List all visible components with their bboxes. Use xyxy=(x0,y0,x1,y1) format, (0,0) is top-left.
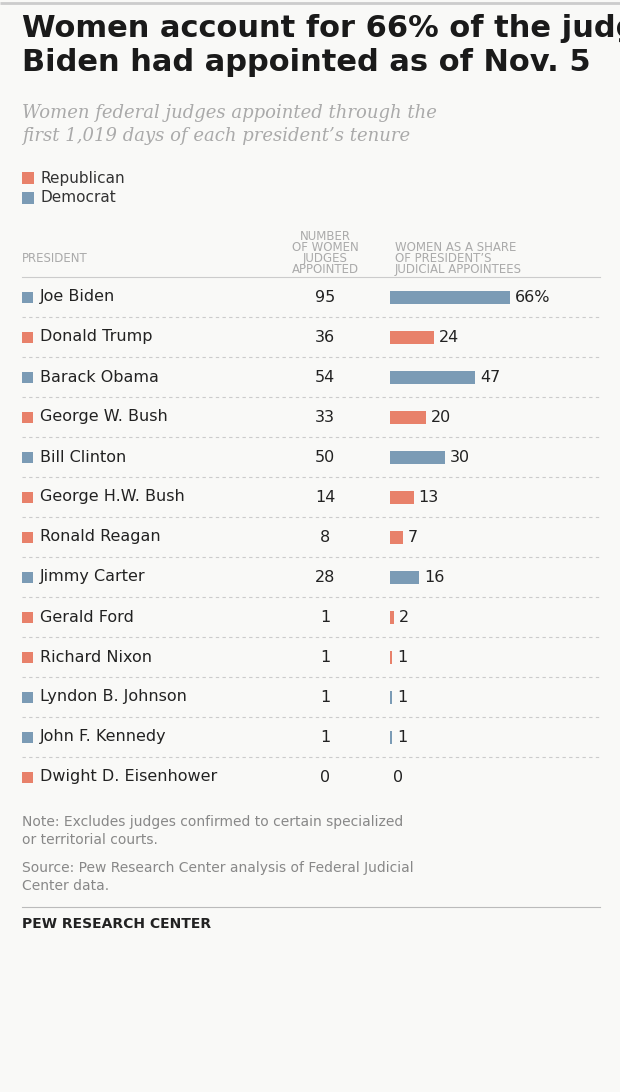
Text: NUMBER: NUMBER xyxy=(299,230,350,244)
Text: 28: 28 xyxy=(315,570,335,584)
Text: Dwight D. Eisenhower: Dwight D. Eisenhower xyxy=(40,770,217,784)
Text: Gerald Ford: Gerald Ford xyxy=(40,609,134,625)
Text: George H.W. Bush: George H.W. Bush xyxy=(40,489,185,505)
Text: PEW RESEARCH CENTER: PEW RESEARCH CENTER xyxy=(22,917,211,931)
Text: Barack Obama: Barack Obama xyxy=(40,369,159,384)
Bar xyxy=(390,370,476,383)
Text: 24: 24 xyxy=(438,330,459,344)
Bar xyxy=(22,332,33,343)
Text: Joe Biden: Joe Biden xyxy=(40,289,115,305)
Text: 13: 13 xyxy=(418,489,439,505)
Text: 2: 2 xyxy=(399,609,409,625)
Text: 1: 1 xyxy=(320,609,330,625)
Text: Bill Clinton: Bill Clinton xyxy=(40,450,126,464)
Bar xyxy=(22,732,33,743)
Text: Women account for 66% of the judges
Biden had appointed as of Nov. 5: Women account for 66% of the judges Bide… xyxy=(22,14,620,76)
Text: 1: 1 xyxy=(320,729,330,745)
Bar xyxy=(22,292,33,302)
Bar xyxy=(22,571,33,582)
Text: 95: 95 xyxy=(315,289,335,305)
Text: JUDGES: JUDGES xyxy=(303,252,347,265)
Text: 54: 54 xyxy=(315,369,335,384)
Bar xyxy=(390,490,414,503)
Bar xyxy=(22,612,33,622)
Text: Source: Pew Research Center analysis of Federal Judicial
Center data.: Source: Pew Research Center analysis of … xyxy=(22,860,414,893)
Text: Ronald Reagan: Ronald Reagan xyxy=(40,530,161,545)
Bar xyxy=(390,731,392,744)
Text: Lyndon B. Johnson: Lyndon B. Johnson xyxy=(40,689,187,704)
Bar xyxy=(22,371,33,382)
Bar xyxy=(390,290,510,304)
Text: Jimmy Carter: Jimmy Carter xyxy=(40,570,146,584)
Bar xyxy=(390,570,419,583)
Bar xyxy=(390,411,427,424)
Text: 1: 1 xyxy=(320,689,330,704)
Bar xyxy=(22,532,33,543)
Text: 1: 1 xyxy=(397,729,407,745)
Text: 1: 1 xyxy=(397,689,407,704)
Text: Democrat: Democrat xyxy=(41,190,117,205)
Bar xyxy=(390,690,392,703)
Bar xyxy=(22,772,33,783)
Bar xyxy=(390,610,394,624)
Text: APPOINTED: APPOINTED xyxy=(291,263,358,276)
Text: John F. Kennedy: John F. Kennedy xyxy=(40,729,167,745)
Bar xyxy=(22,192,34,204)
Text: Women federal judges appointed through the
first 1,019 days of each president’s : Women federal judges appointed through t… xyxy=(22,104,437,145)
Text: 0: 0 xyxy=(393,770,403,784)
Text: 33: 33 xyxy=(315,410,335,425)
Text: 16: 16 xyxy=(424,570,445,584)
Bar xyxy=(22,412,33,423)
Bar xyxy=(390,451,445,463)
Text: Donald Trump: Donald Trump xyxy=(40,330,153,344)
Text: 30: 30 xyxy=(450,450,470,464)
Text: 0: 0 xyxy=(320,770,330,784)
Text: 8: 8 xyxy=(320,530,330,545)
Text: JUDICIAL APPOINTEES: JUDICIAL APPOINTEES xyxy=(395,263,522,276)
Text: 14: 14 xyxy=(315,489,335,505)
Text: 66%: 66% xyxy=(515,289,551,305)
Bar xyxy=(390,651,392,664)
Text: WOMEN AS A SHARE: WOMEN AS A SHARE xyxy=(395,241,516,254)
Text: Richard Nixon: Richard Nixon xyxy=(40,650,152,665)
Text: 1: 1 xyxy=(320,650,330,665)
Text: Note: Excludes judges confirmed to certain specialized
or territorial courts.: Note: Excludes judges confirmed to certa… xyxy=(22,815,403,847)
Text: 1: 1 xyxy=(397,650,407,665)
Text: 50: 50 xyxy=(315,450,335,464)
Text: 7: 7 xyxy=(408,530,418,545)
Text: PRESIDENT: PRESIDENT xyxy=(22,252,88,265)
Text: 20: 20 xyxy=(432,410,451,425)
Bar xyxy=(390,331,433,344)
Text: OF WOMEN: OF WOMEN xyxy=(291,241,358,254)
Text: George W. Bush: George W. Bush xyxy=(40,410,168,425)
Text: 47: 47 xyxy=(480,369,501,384)
Bar xyxy=(22,652,33,663)
Bar xyxy=(22,451,33,463)
Bar xyxy=(22,173,34,183)
Text: Republican: Republican xyxy=(41,170,126,186)
Bar xyxy=(390,531,403,544)
Bar xyxy=(22,491,33,502)
Bar xyxy=(22,691,33,702)
Text: 36: 36 xyxy=(315,330,335,344)
Text: OF PRESIDENT’S: OF PRESIDENT’S xyxy=(395,252,492,265)
